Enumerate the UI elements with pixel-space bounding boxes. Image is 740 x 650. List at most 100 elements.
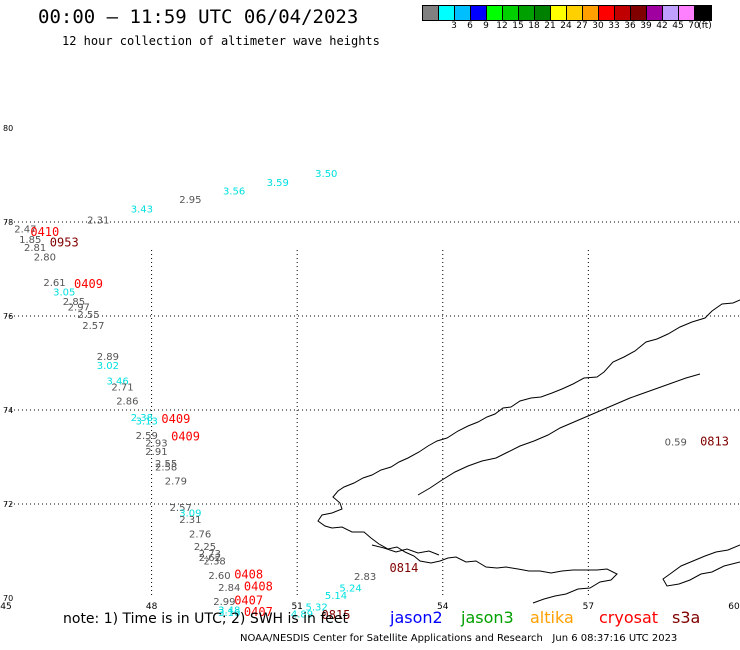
time-label: 0409 bbox=[74, 277, 103, 291]
colorbar-tick-label: 6 bbox=[467, 21, 473, 31]
longitude-tick-label: 54 bbox=[437, 602, 449, 612]
colorbar-tick-label: 9 bbox=[483, 21, 489, 31]
colorbar-tick-label: 15 bbox=[512, 21, 524, 31]
novaya-zemlya-coastline bbox=[317, 299, 740, 604]
legend-s3a: s3a bbox=[672, 608, 701, 627]
colorbar-tick-label: 30 bbox=[592, 21, 604, 31]
time-label: 0410 bbox=[30, 225, 59, 239]
colorbar-tick-label: 18 bbox=[528, 21, 540, 31]
colorbar-labels: 3 6 9 12 15 18 21 24 27 30 33 36 39 42 45 70 (ft) bbox=[422, 21, 740, 33]
colorbar-swatch bbox=[535, 6, 551, 20]
swh-label: 2.83 bbox=[354, 572, 376, 583]
colorbar-swatch bbox=[439, 6, 455, 20]
swh-label: 4.89 bbox=[291, 610, 313, 621]
latitude-tick-label: 80 bbox=[3, 124, 13, 133]
swh-label: 2.60 bbox=[208, 571, 230, 582]
colorbar-swatch bbox=[599, 6, 615, 20]
colorbar-tick-label: 33 bbox=[608, 21, 620, 31]
time-label: 0409 bbox=[171, 430, 200, 444]
colorbar-tick-label: 36 bbox=[624, 21, 636, 31]
swh-label: 2.31 bbox=[179, 515, 201, 526]
swh-label: 2.84 bbox=[218, 583, 240, 594]
swh-label: 2.97 bbox=[68, 302, 90, 313]
colorbar-tick-label: 12 bbox=[496, 21, 508, 31]
swh-label: 3.50 bbox=[315, 169, 337, 180]
colorbar-tick-label: 70 bbox=[688, 21, 700, 31]
swh-label: 2.55 bbox=[77, 310, 99, 321]
longitude-tick-label: 51 bbox=[291, 602, 302, 612]
longitude-tick-label: 57 bbox=[583, 602, 594, 612]
footer-note: note: 1) Time is in UTC; 2) SWH is in fe… bbox=[63, 611, 349, 627]
swh-label: 3.02 bbox=[97, 361, 119, 372]
colorbar-swatch bbox=[519, 6, 535, 20]
swh-label: 3.46 bbox=[106, 377, 128, 388]
latitude-tick-label: 70 bbox=[3, 594, 13, 603]
swh-label: 2.25 bbox=[194, 542, 216, 553]
wave-height-colorbar bbox=[422, 5, 712, 21]
swh-label: 2.58 bbox=[155, 463, 177, 474]
vaygach-coastline bbox=[662, 544, 740, 587]
swh-label: 5.24 bbox=[339, 583, 361, 594]
map-subtitle: 12 hour collection of altimeter wave hei… bbox=[62, 34, 380, 48]
latitude-tick-label: 74 bbox=[3, 406, 13, 415]
colorbar-swatch bbox=[583, 6, 599, 20]
colorbar-swatch bbox=[647, 6, 663, 20]
colorbar-swatch bbox=[567, 6, 583, 20]
swh-label: 2.91 bbox=[145, 447, 167, 458]
time-label: 0815 bbox=[322, 608, 351, 622]
colorbar-swatch bbox=[695, 6, 711, 20]
colorbar-tick-label: 45 bbox=[672, 21, 684, 31]
inner-coast-detail bbox=[417, 373, 701, 496]
longitude-tick-label: 60 bbox=[728, 602, 740, 612]
swh-label: 2.59 bbox=[136, 431, 158, 442]
time-label: 0407 bbox=[234, 594, 263, 608]
time-label: 0814 bbox=[389, 561, 418, 575]
legend-cryosat: cryosat bbox=[599, 608, 659, 627]
swh-label: 3.16 bbox=[218, 608, 240, 619]
altimeter-labels: 3.50 3.59 3.56 2.95 3.43 2.31 2.471.852.812.80… bbox=[14, 169, 729, 622]
lat-lon-grid: 45 48 51 54 57 60 70 72 74 76 78 80 bbox=[0, 124, 740, 612]
legend-jason3: jason3 bbox=[461, 608, 514, 627]
longitude-tick-label: 48 bbox=[146, 602, 158, 612]
time-label: 0409 bbox=[161, 412, 190, 426]
colorbar-tick-label: 21 bbox=[544, 21, 556, 31]
swh-label: 5.14 bbox=[325, 591, 347, 602]
longitude-tick-label: 45 bbox=[0, 602, 11, 612]
swh-label: 2.79 bbox=[165, 476, 187, 487]
colorbar-swatch bbox=[471, 6, 487, 20]
swh-label: 3.43 bbox=[131, 205, 153, 216]
swh-label: 2.61 bbox=[43, 278, 65, 289]
swh-label: 2.81 bbox=[24, 243, 46, 254]
credit-timestamp: Jun 6 08:37:16 UTC 2023 bbox=[552, 633, 678, 644]
colorbar-swatch bbox=[631, 6, 647, 20]
latitude-tick-label: 76 bbox=[3, 312, 13, 321]
swh-label: 3.05 bbox=[53, 287, 75, 298]
map-title: 00:00 – 11:59 UTC 06/04/2023 bbox=[38, 6, 359, 28]
swh-label: 3.13 bbox=[136, 417, 158, 428]
colorbar-tick-label: 39 bbox=[640, 21, 652, 31]
bay-detail bbox=[371, 544, 440, 556]
colorbar-tick-label: 42 bbox=[656, 21, 668, 31]
swh-label: 2.73 bbox=[199, 549, 221, 560]
swh-label: 5.32 bbox=[305, 603, 327, 614]
swh-label: 0.59 bbox=[665, 437, 687, 448]
credit-line: NOAA/NESDIS Center for Satellite Applica… bbox=[240, 633, 677, 644]
colorbar-swatch bbox=[679, 6, 695, 20]
latitude-tick-label: 72 bbox=[3, 500, 13, 509]
time-label: 0407 bbox=[244, 605, 273, 619]
swh-label: 2.80 bbox=[34, 253, 56, 264]
swh-label: 2.95 bbox=[179, 195, 201, 206]
colorbar-tick-label: 3 bbox=[451, 21, 457, 31]
swh-label: 1.85 bbox=[19, 235, 41, 246]
colorbar-tick-label: 24 bbox=[560, 21, 572, 31]
legend-altika: altika bbox=[530, 608, 574, 627]
swh-label: 2.57 bbox=[82, 321, 104, 332]
swh-label: 2.89 bbox=[97, 352, 119, 363]
swh-label: 2.85 bbox=[63, 297, 85, 308]
time-label: 0408 bbox=[234, 567, 263, 581]
colorbar-swatch bbox=[663, 6, 679, 20]
swh-label: 3.56 bbox=[223, 187, 245, 198]
time-label: 0408 bbox=[244, 579, 273, 593]
swh-label: 2.57 bbox=[170, 503, 192, 514]
